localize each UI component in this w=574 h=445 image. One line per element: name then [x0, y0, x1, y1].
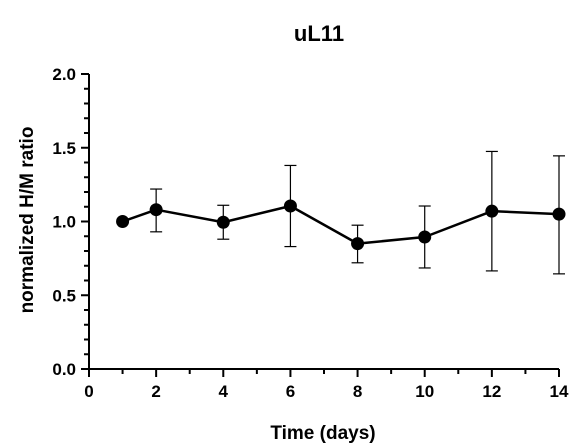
y-tick-label: 2.0	[52, 65, 76, 84]
series-line	[122, 204, 560, 245]
data-point	[149, 203, 163, 217]
x-tick-label: 8	[353, 382, 362, 401]
chart-title: uL11	[294, 21, 344, 46]
data-point	[485, 204, 499, 218]
x-tick-label: 10	[415, 382, 434, 401]
data-point	[552, 207, 566, 221]
y-axis-label: normalized H/M ratio	[17, 127, 38, 314]
x-tick-label: 2	[151, 382, 160, 401]
x-axis-label: Time (days)	[270, 423, 375, 444]
data-point	[116, 215, 130, 228]
data-point	[216, 215, 230, 229]
data-marks	[116, 150, 566, 275]
y-tick-label: 1.5	[52, 139, 76, 158]
y-tick-label: 0.5	[52, 286, 76, 305]
x-tick-label: 6	[286, 382, 295, 401]
data-point	[351, 237, 365, 251]
y-tick-label: 1.0	[52, 213, 76, 232]
data-point	[418, 230, 432, 244]
x-tick-label: 0	[84, 382, 93, 401]
data-point	[283, 199, 297, 213]
x-tick-label: 14	[550, 382, 569, 401]
y-tick-label: 0.0	[52, 360, 76, 379]
x-tick-label: 4	[219, 382, 229, 401]
axes: 0 2 4 6 8 10 12 14 0.0 0.5 1.0 1.5 2.0	[52, 65, 569, 401]
x-tick-label: 12	[482, 382, 501, 401]
